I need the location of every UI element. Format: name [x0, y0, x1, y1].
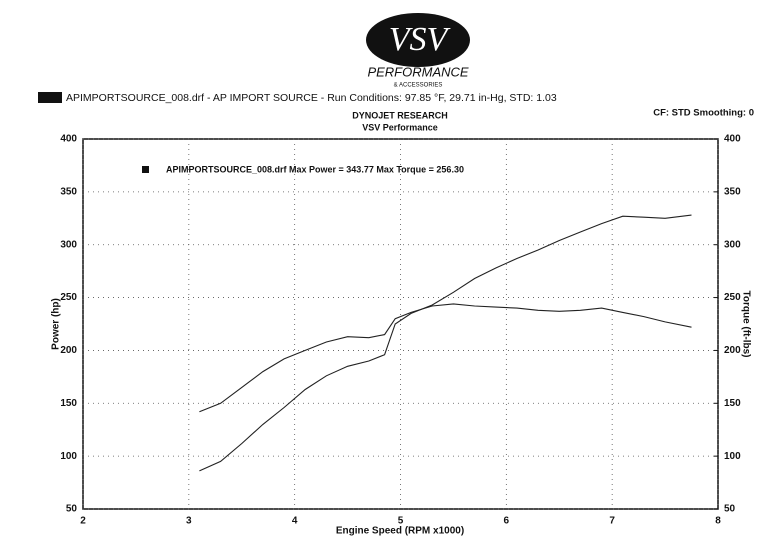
- x-tick-label: 3: [186, 516, 192, 527]
- y-tick-label: 300: [60, 239, 77, 250]
- y-axis-label: Power (hp): [51, 298, 62, 350]
- logo-mark: VSV: [389, 21, 452, 58]
- y-tick-label: 150: [60, 398, 77, 409]
- legend-text: APIMPORTSOURCE_008.drf Max Power = 343.7…: [166, 164, 464, 174]
- x-tick-label: 8: [715, 516, 721, 527]
- y-tick-label: 100: [60, 451, 77, 462]
- y2-tick-label: 100: [724, 451, 741, 462]
- x-tick-label: 7: [609, 516, 615, 527]
- y2-tick-label: 400: [724, 134, 741, 145]
- x-axis-label: Engine Speed (RPM x1000): [336, 526, 464, 537]
- y2-axis-label: Torque (ft-lbs): [740, 290, 751, 357]
- header-swatch: [38, 92, 62, 103]
- y-tick-label: 50: [66, 504, 78, 515]
- header: APIMPORTSOURCE_008.drf - AP IMPORT SOURC…: [66, 92, 557, 104]
- chart-subtitle: VSV Performance: [362, 122, 438, 132]
- y2-tick-label: 150: [724, 398, 741, 409]
- y-tick-label: 200: [60, 345, 77, 356]
- y2-tick-label: 250: [724, 292, 741, 303]
- y-tick-label: 400: [60, 134, 77, 145]
- x-tick-label: 2: [80, 516, 86, 527]
- y2-tick-label: 300: [724, 239, 741, 250]
- y2-tick-label: 350: [724, 186, 741, 197]
- logo-sub: & ACCESSORIES: [394, 83, 443, 89]
- logo-badge: [366, 13, 470, 67]
- y-tick-label: 250: [60, 292, 77, 303]
- y2-tick-label: 50: [724, 504, 736, 515]
- series-line: [199, 303, 692, 413]
- logo-name: PERFORMANCE: [367, 64, 468, 79]
- chart-title: DYNOJET RESEARCH: [352, 110, 448, 120]
- y-tick-label: 350: [60, 186, 77, 197]
- correction: CF: STD Smoothing: 0: [653, 108, 754, 119]
- series-line: [199, 214, 692, 472]
- y2-tick-label: 200: [724, 345, 741, 356]
- x-tick-label: 5: [398, 516, 404, 527]
- x-tick-label: 4: [292, 516, 298, 527]
- x-tick-label: 6: [504, 516, 510, 527]
- legend-swatch: [142, 166, 149, 173]
